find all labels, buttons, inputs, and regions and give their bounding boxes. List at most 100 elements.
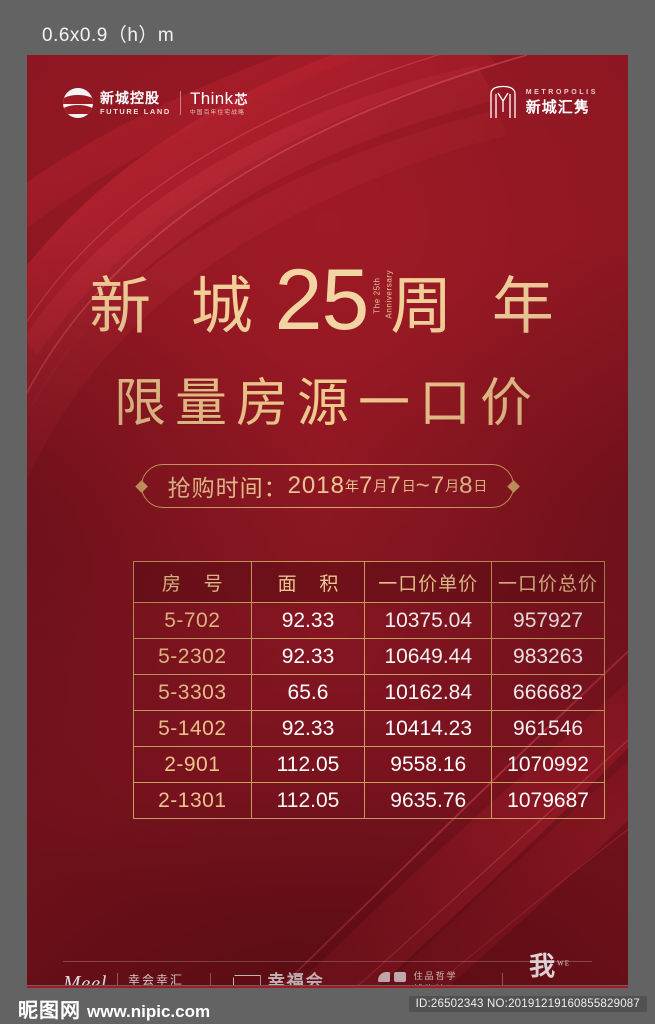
sale-month-2: 7 [430,472,446,499]
future-land-wordmark: 新城控股 FUTURE LAND [100,91,171,116]
ribbon-swoosh-decoration [27,55,628,985]
footer-divider-top [63,961,592,962]
cell-room: 5-2302 [133,638,252,675]
cell-area: 65.6 [250,674,366,711]
future-land-logo: 新城控股 FUTURE LAND Think 芯 中国百年住宅战略 [63,88,248,118]
col-unit-price: 一口价单价 [364,561,493,603]
headline-offer: 限量房源一口价 [113,376,541,433]
xingfuhui-text: 幸福会 [267,972,325,985]
think-brand-cn: 芯 [234,91,248,107]
sale-day-2-unit: 日 [473,478,488,494]
bowl-icon [377,984,390,985]
table-row: 5-702 92.33 10375.04 957927 [133,602,605,639]
size-caption: 0.6x0.9（h）m [42,25,175,46]
metropolis-name-en: METROPOLIS [525,89,598,96]
philosophy-line-1: 住品哲学 [413,970,458,981]
meel-club-cn: 幸会幸汇 MEEL CLUB [128,971,184,985]
diamond-accent-right-icon [507,479,521,493]
poster-header: 新城控股 FUTURE LAND Think 芯 中国百年住宅战略 [27,55,628,150]
sale-period-label: 抢购时间： [167,476,288,501]
footer-divider-3 [502,973,504,985]
nipic-watermark: 昵图网 www.nipic.com [18,994,210,1023]
sale-period-banner: 抢购时间： 2018 年 7 月 7 日 ~7 月 8 日 [134,464,521,508]
meel-club-cn-text: 幸会幸汇 [127,973,184,985]
cell-total-price: 666682 [491,674,605,711]
col-total-price: 一口价总价 [491,561,605,603]
cell-area: 92.33 [250,602,366,639]
table-row: 5-2302 92.33 10649.44 983263 [133,638,605,675]
sale-day: 7 [387,472,402,499]
cell-unit-price: 9558.16 [364,746,493,783]
cell-unit-price: 10649.44 [364,638,493,675]
diamond-accent-left-icon [134,479,148,493]
future-land-name-cn: 新城控股 [100,89,160,106]
philosophy-line-2: 博物馆 [414,984,447,985]
book-icon [393,971,406,982]
cell-room: 2-901 [133,746,252,783]
think-brand-logo: Think 芯 中国百年住宅战略 [190,90,248,117]
logo-divider [179,91,181,115]
sale-day-unit: 日 [401,478,416,494]
watermark-bar: 昵图网 www.nipic.com ID:26502343 NO:2019121… [0,986,655,1024]
metropolis-name-cn: 新城汇隽 [525,99,590,116]
col-room: 房 号 [133,561,252,603]
xingfuhui-cn: 幸福会 XINGFUHUI CLUB [268,967,326,985]
cell-room: 5-3303 [133,674,252,711]
women-logo: 我WE们 [529,946,592,985]
anniversary-line2: Anniversary [384,269,394,319]
table-header-row: 房 号 面 积 一口价单价 一口价总价 [133,561,605,603]
cell-unit-price: 10162.84 [364,674,493,711]
women-superscript: WE [557,959,570,968]
women-char-1: 我 [529,952,558,981]
sale-year-unit: 年 [344,478,359,494]
meel-wordmark: Meel [63,970,107,986]
meel-club-logo: Meel 幸会幸汇 MEEL CLUB [63,970,200,986]
cell-unit-price: 10375.04 [364,602,493,639]
table-row: 2-1301 112.05 9635.76 1079687 [133,782,605,819]
poster-artwork: 新城控股 FUTURE LAND Think 芯 中国百年住宅战略 [27,55,628,985]
think-brand-en: Think [189,88,234,108]
xingfuhui-logo: 幸福会 XINGFUHUI CLUB [232,967,370,985]
lamp-icon [393,984,406,985]
headline-brand: 新 城 [89,273,265,342]
cell-area: 112.05 [250,782,366,819]
headline-number: 25 [274,252,370,348]
cell-area: 92.33 [250,710,366,747]
headline-years: 周 年 [390,273,566,342]
philosophy-text: 住品哲学 博物馆 [414,970,458,985]
table-row: 5-3303 65.6 10162.84 666682 [133,674,605,711]
sale-year: 2018 [287,472,345,499]
sale-day-2: 8 [459,472,474,499]
museum-icons-group [377,971,407,985]
cell-room: 2-1301 [133,782,252,819]
anniversary-subtext: The 25th Anniversary [372,269,395,319]
price-table: 房 号 面 积 一口价单价 一口价总价 5-702 92.33 10375.04… [133,561,605,819]
hexagon-icon [232,974,261,985]
nipic-url: www.nipic.com [87,1002,211,1021]
philosophy-museum-logo: 住品哲学 博物馆 [377,970,497,985]
footer-divider-2 [209,973,211,985]
cell-total-price: 1079687 [491,782,605,819]
future-land-mark-icon [63,88,93,118]
cell-room: 5-1402 [133,710,252,747]
table-body: 5-702 92.33 10375.04 957927 5-2302 92.33… [133,602,605,819]
table-row: 5-1402 92.33 10414.23 961546 [133,710,605,747]
headline-anniversary: 新 城 25 The 25th Anniversary 周 年 [27,251,628,350]
watermark-accent-line [27,986,628,988]
cell-area: 112.05 [250,746,366,783]
image-id-badge: ID:26502343 NO:20191219160855829087 [408,996,647,1012]
think-brand-sub: 中国百年住宅战略 [189,109,246,116]
cell-total-price: 983263 [491,638,605,675]
cell-room: 5-702 [133,602,252,639]
teapot-icon [377,971,390,982]
sale-month-2-unit: 月 [445,478,460,494]
cell-total-price: 1070992 [491,746,605,783]
nipic-name-cn: 昵图网 [18,1000,81,1022]
sale-month-unit: 月 [373,478,388,494]
metropolis-monogram-icon [490,85,516,118]
table-row: 2-901 112.05 9558.16 1070992 [133,746,605,783]
cell-unit-price: 10414.23 [364,710,493,747]
cell-area: 92.33 [250,638,366,675]
anniversary-line1: The 25th [372,277,382,314]
